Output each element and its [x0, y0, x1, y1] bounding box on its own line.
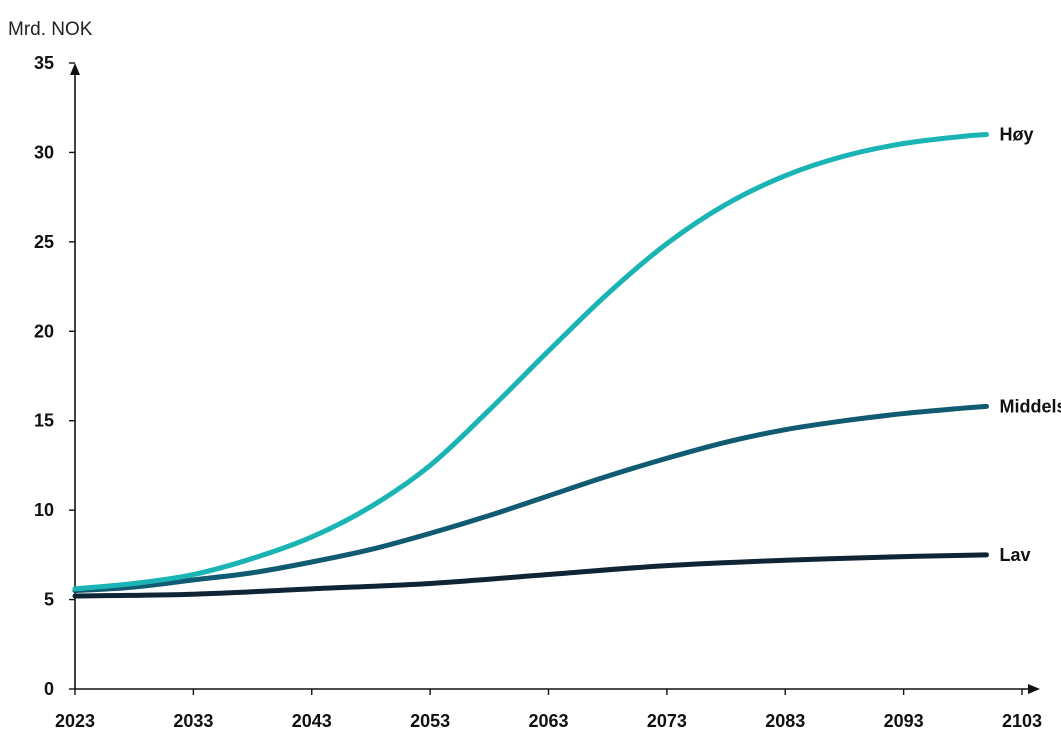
x-tick-label: 2093: [884, 711, 924, 731]
y-axis-arrow: [70, 63, 80, 75]
x-tick-label: 2033: [173, 711, 213, 731]
y-tick-label: 0: [44, 679, 54, 699]
y-tick-label: 25: [34, 232, 54, 252]
series-lines: [72, 132, 989, 599]
y-axis-unit-label: Mrd. NOK: [8, 19, 93, 40]
x-tick-label: 2073: [647, 711, 687, 731]
series-line-middels: [72, 403, 989, 594]
y-tick-label: 10: [34, 500, 54, 520]
x-tick-label: 2103: [1002, 711, 1042, 731]
series-label-middels: Middels: [999, 396, 1061, 416]
series-label-lav: Lav: [999, 545, 1030, 565]
y-tick-label: 20: [34, 321, 54, 341]
x-tick-label: 2053: [410, 711, 450, 731]
series-labels: Lav Middels Høy: [999, 125, 1061, 565]
series-line-hoy: [72, 132, 989, 592]
y-tick-label: 5: [44, 590, 54, 610]
series-label-hoy: Høy: [999, 125, 1033, 145]
x-tick-label: 2023: [55, 711, 95, 731]
y-tick-label: 15: [34, 411, 54, 431]
x-axis-arrow: [1028, 684, 1040, 694]
x-tick-label: 2063: [528, 711, 568, 731]
tick-labels: 2023 2033 2043 2053 2063 2073 2083 2093 2103 0 5 10…: [34, 53, 1042, 731]
axes: [70, 63, 1040, 694]
y-tick-label: 35: [34, 53, 54, 73]
x-tick-label: 2083: [765, 711, 805, 731]
y-tick-label: 30: [34, 142, 54, 162]
x-tick-label: 2043: [292, 711, 332, 731]
series-line-lav: [72, 552, 989, 599]
